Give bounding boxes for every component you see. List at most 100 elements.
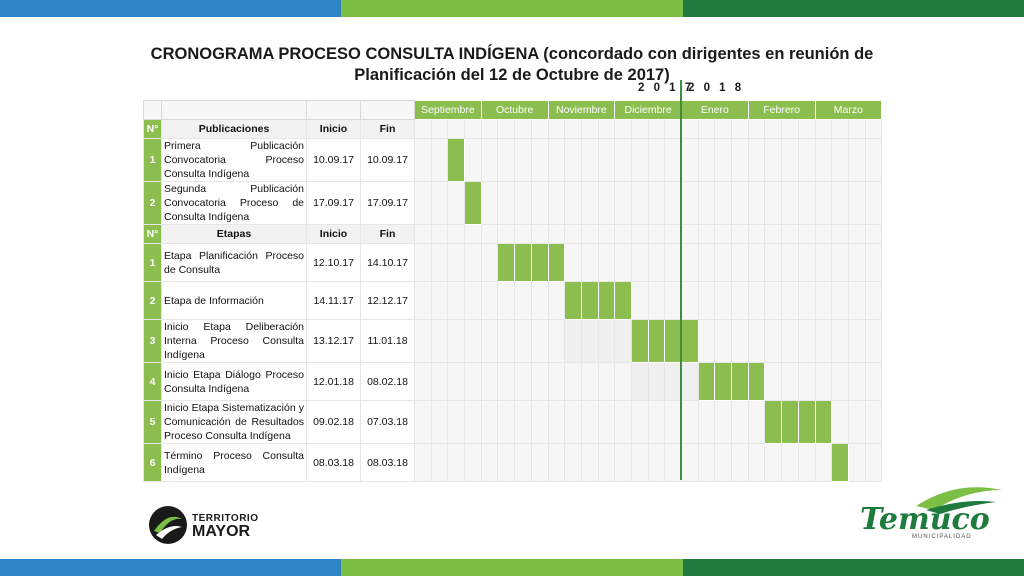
week-cell xyxy=(514,281,532,320)
week-cell xyxy=(797,119,816,139)
week-cell xyxy=(781,443,799,482)
week-cell xyxy=(797,181,816,225)
task-start-date: 08.03.18 xyxy=(306,443,361,482)
week-cell xyxy=(447,181,466,225)
gantt-bar-segment xyxy=(647,319,666,363)
week-cell xyxy=(797,138,816,182)
week-cell xyxy=(714,281,733,320)
top-color-band xyxy=(0,0,1024,17)
week-cell xyxy=(781,319,799,363)
week-cell xyxy=(697,119,716,139)
week-cell xyxy=(781,362,799,401)
week-cell xyxy=(630,281,649,320)
week-cell xyxy=(864,243,883,282)
gantt-bar-segment xyxy=(630,319,649,363)
week-cell xyxy=(497,319,516,363)
week-cell xyxy=(814,138,833,182)
task-number: 4 xyxy=(143,362,162,401)
year-label-2018: 2 0 1 8 xyxy=(688,82,745,94)
task-end-date: 12.12.17 xyxy=(360,281,415,320)
section-end-header: Fin xyxy=(360,224,415,244)
week-cell xyxy=(714,224,733,244)
week-cell xyxy=(447,281,466,320)
week-cell xyxy=(864,443,883,482)
week-cell xyxy=(614,400,632,444)
section-header-row: N° Etapas Inicio Fin xyxy=(143,224,883,244)
week-cell xyxy=(464,224,482,244)
week-cell xyxy=(547,224,566,244)
week-cell xyxy=(664,281,682,320)
week-cell xyxy=(797,224,816,244)
week-cell xyxy=(497,138,516,182)
week-cell xyxy=(831,319,849,363)
logo-left-line2: MAYOR xyxy=(192,523,251,540)
week-cell xyxy=(430,224,449,244)
task-end-date: 10.09.17 xyxy=(360,138,415,182)
week-cell xyxy=(764,362,783,401)
week-cell xyxy=(747,443,766,482)
week-cell xyxy=(480,319,499,363)
week-cell xyxy=(814,224,833,244)
week-cell xyxy=(864,362,883,401)
month-header-septiembre: Septiembre xyxy=(414,100,482,120)
week-cell xyxy=(797,243,816,282)
week-cell xyxy=(630,400,649,444)
gantt-bar-segment xyxy=(697,362,716,401)
week-cell xyxy=(731,181,749,225)
gantt-bar-segment xyxy=(514,243,532,282)
week-cell xyxy=(547,281,566,320)
logo-right-sub: MUNICIPALIDAD xyxy=(912,534,972,540)
task-start-date: 09.02.18 xyxy=(306,400,361,444)
task-row: 1 Primera Publicación Convocatoria Proces… xyxy=(143,138,883,182)
week-cell xyxy=(681,243,699,282)
bottom-band-light-green xyxy=(341,559,683,576)
logo-right-name: Temuco xyxy=(860,502,990,537)
week-cell xyxy=(564,362,582,401)
week-cell xyxy=(664,443,682,482)
week-cell xyxy=(514,400,532,444)
week-cell xyxy=(764,138,783,182)
section-name-header: Publicaciones xyxy=(161,119,307,139)
week-cell xyxy=(547,400,566,444)
task-row: 2 Etapa de Información 14.11.17 12.12.17 xyxy=(143,281,883,320)
week-cell xyxy=(530,181,549,225)
week-cell xyxy=(414,281,432,320)
week-cell xyxy=(630,443,649,482)
week-cell xyxy=(564,243,582,282)
week-cell xyxy=(781,243,799,282)
week-cell xyxy=(747,138,766,182)
week-cell xyxy=(764,319,783,363)
week-cell xyxy=(614,319,632,363)
week-cell xyxy=(497,400,516,444)
task-number: 6 xyxy=(143,443,162,482)
week-cell xyxy=(847,138,866,182)
week-cell xyxy=(430,119,449,139)
bottom-band-dark-green xyxy=(682,559,1024,576)
week-cell xyxy=(831,119,849,139)
task-name: Etapa de Información xyxy=(161,281,307,320)
week-cell xyxy=(847,243,866,282)
week-cell xyxy=(681,224,699,244)
week-cell xyxy=(464,319,482,363)
logo-left-line1: TERRITORIO xyxy=(192,513,259,524)
week-cell xyxy=(797,281,816,320)
task-row: 5 Inicio Etapa Sistematización y Comunica… xyxy=(143,400,883,444)
section-start-header: Inicio xyxy=(306,224,361,244)
task-number: 2 xyxy=(143,281,162,320)
week-cell xyxy=(480,281,499,320)
week-cell xyxy=(814,443,833,482)
gantt-bar-segment xyxy=(597,281,616,320)
week-cell xyxy=(514,181,532,225)
gantt-bar-segment xyxy=(530,243,549,282)
task-row: 1 Etapa Planificación Proceso de Consulta… xyxy=(143,243,883,282)
week-cell xyxy=(547,119,566,139)
week-cell xyxy=(714,400,733,444)
week-cell xyxy=(430,319,449,363)
temuco-municipalidad-logo: Temuco MUNICIPALIDAD xyxy=(856,484,1006,546)
gantt-bar-segment xyxy=(781,400,799,444)
week-cell xyxy=(464,243,482,282)
week-cell xyxy=(847,443,866,482)
week-cell xyxy=(814,281,833,320)
task-row: 6 Término Proceso Consulta Indígena 08.03.… xyxy=(143,443,883,482)
gantt-bar-segment xyxy=(681,319,699,363)
